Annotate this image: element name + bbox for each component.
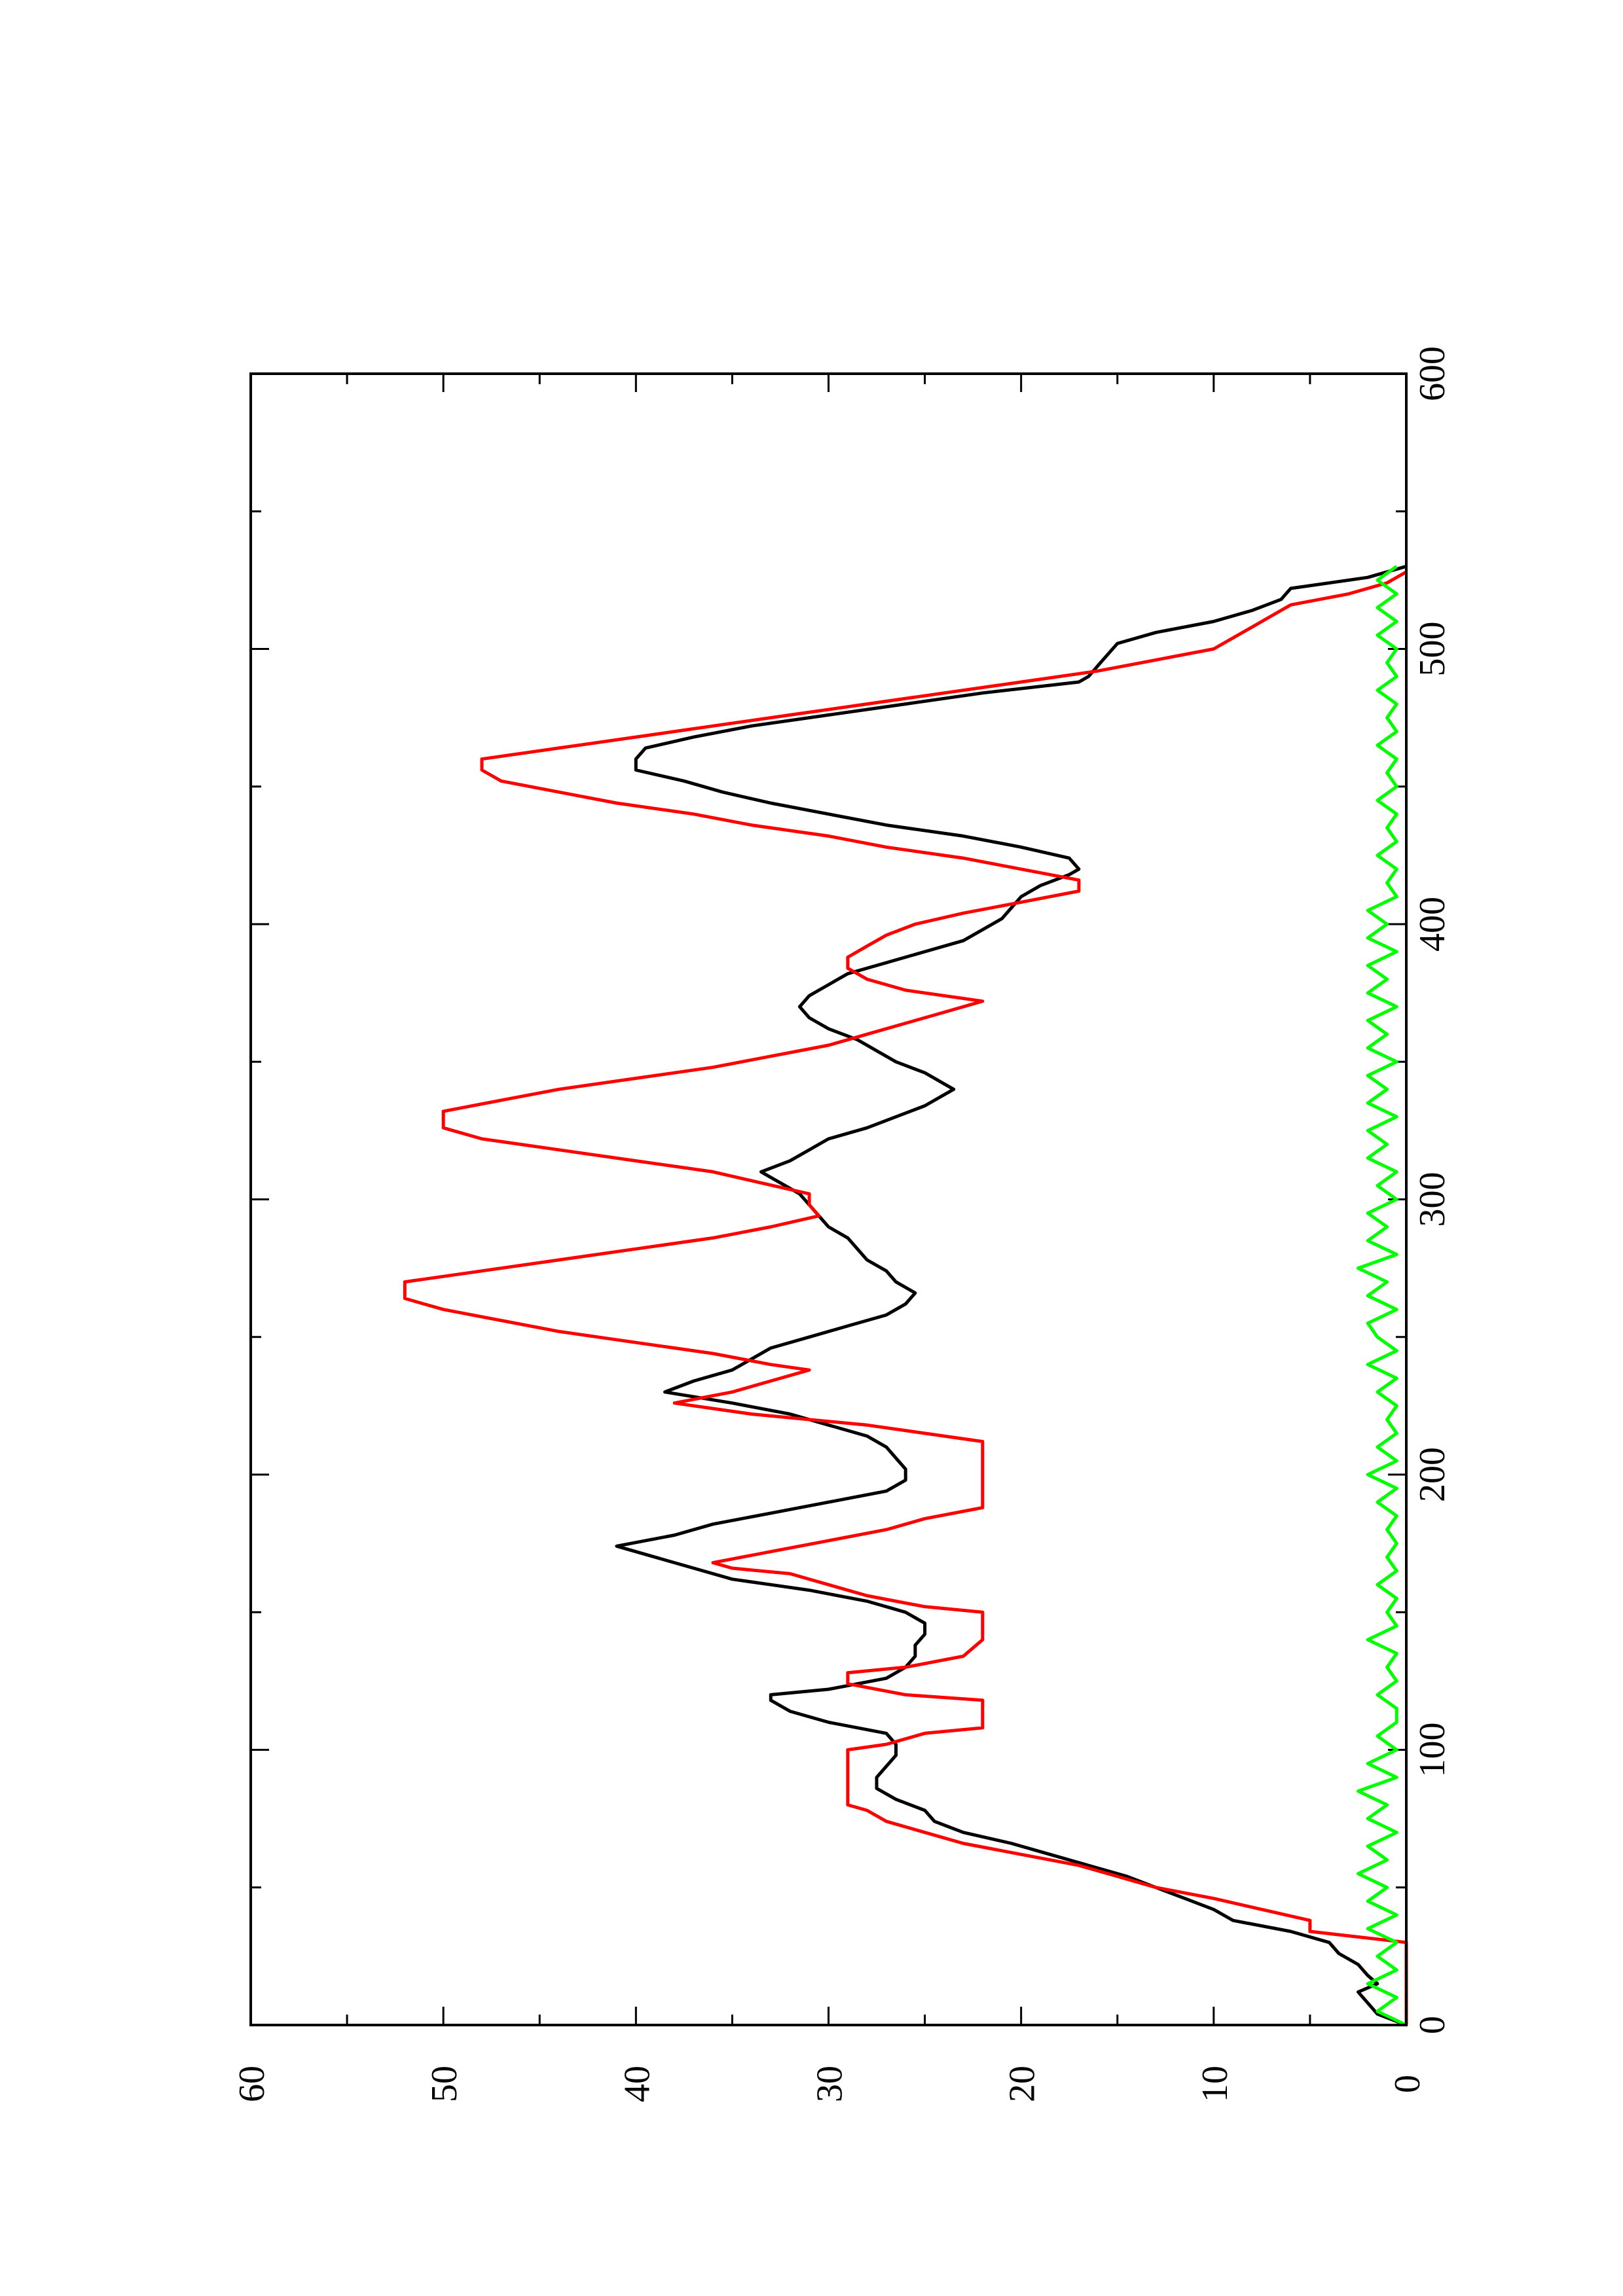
x-tick-label: 0 — [1412, 2016, 1453, 2034]
y-tick-label: 30 — [810, 2066, 850, 2102]
series-line-2 — [403, 570, 1408, 2025]
y-tick-label: 0 — [1387, 2075, 1428, 2093]
y-tick-label: 20 — [1002, 2066, 1043, 2102]
x-tick-labels: 0 100 200 300 400 500 600 — [1412, 346, 1453, 2034]
x-tick-label: 300 — [1412, 1172, 1453, 1227]
x-tick-label: 500 — [1412, 622, 1453, 677]
x-tick-label: 200 — [1412, 1447, 1453, 1502]
minor-ticks — [251, 374, 1406, 2025]
y-tick-labels: 0 10 20 30 40 50 60 — [232, 2066, 1428, 2102]
x-tick-label: 600 — [1412, 346, 1453, 401]
plot-frame — [249, 372, 1408, 2026]
y-tick-label: 50 — [424, 2066, 465, 2102]
series-group — [403, 564, 1408, 2027]
x-tick-label: 100 — [1412, 1723, 1453, 1778]
x-tick-label: 400 — [1412, 897, 1453, 952]
y-tick-label: 10 — [1195, 2066, 1235, 2102]
series-line-3 — [1357, 565, 1408, 2027]
y-tick-label: 40 — [617, 2066, 657, 2102]
series-line-1 — [615, 564, 1407, 2027]
y-tick-label: 60 — [232, 2066, 272, 2102]
